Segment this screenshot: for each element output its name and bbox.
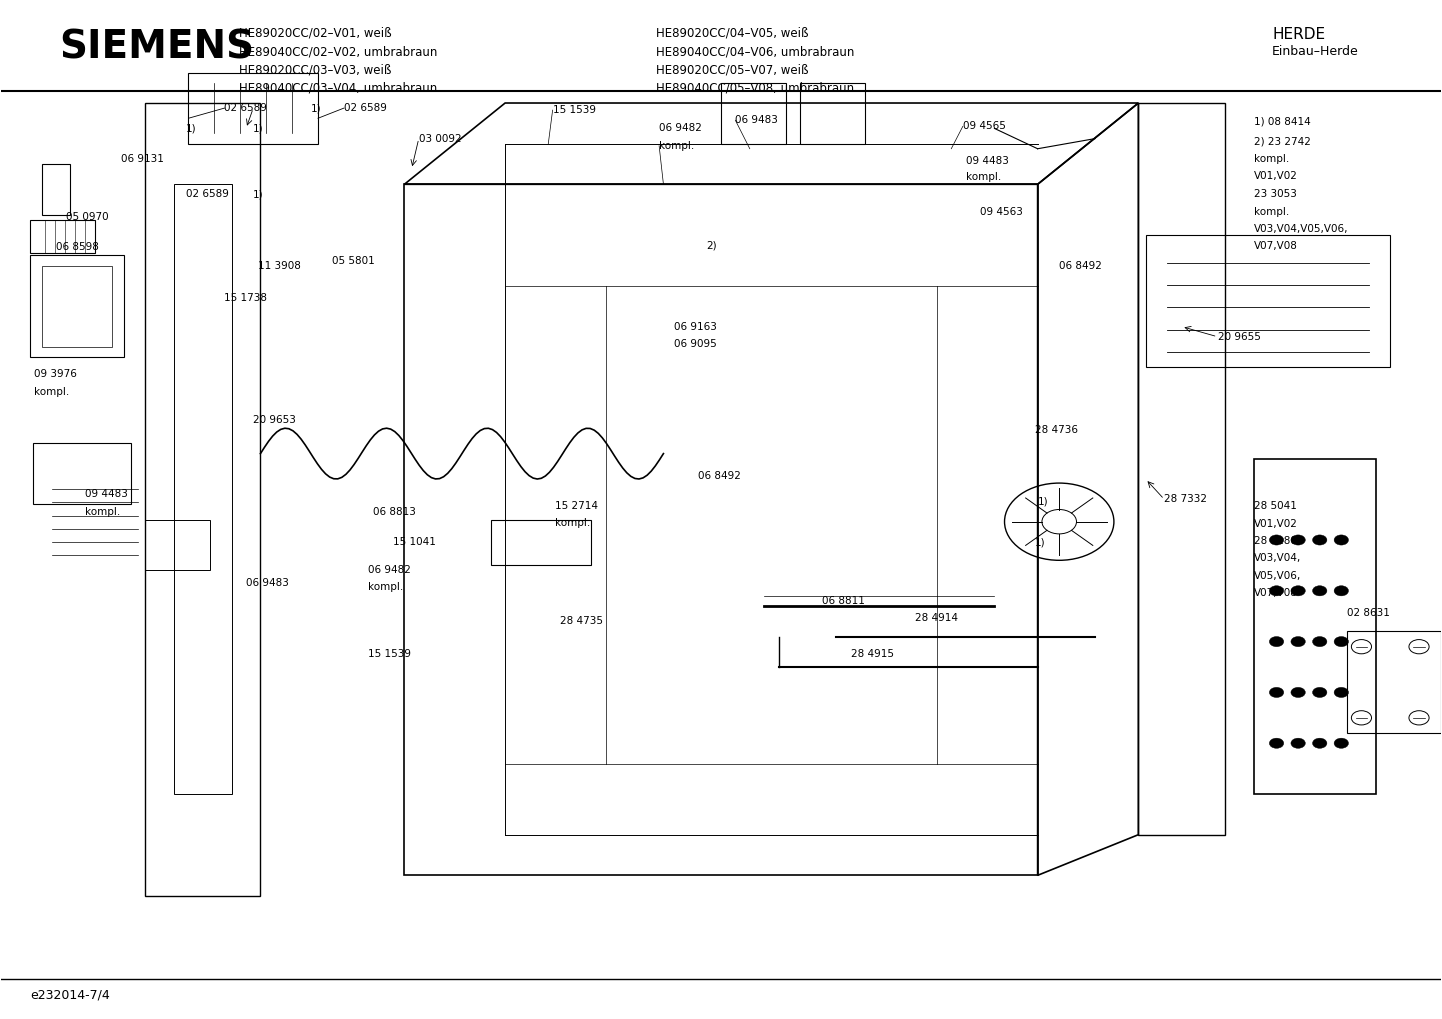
Circle shape (1334, 637, 1348, 647)
Text: 06 8813: 06 8813 (372, 506, 415, 517)
Text: 09 4483: 09 4483 (85, 489, 128, 499)
Text: SIEMENS: SIEMENS (59, 29, 254, 66)
Text: 06 8598: 06 8598 (56, 243, 99, 253)
Text: 03 0092: 03 0092 (418, 133, 461, 144)
Text: HE89040CC/05–V08, umbrabraun: HE89040CC/05–V08, umbrabraun (656, 82, 854, 95)
Text: 28 4736: 28 4736 (1035, 425, 1077, 435)
Text: 06 9482: 06 9482 (659, 123, 702, 133)
Text: Einbau–Herde: Einbau–Herde (1272, 45, 1358, 58)
Text: 02 6589: 02 6589 (345, 103, 386, 113)
Text: 06 8811: 06 8811 (822, 596, 865, 606)
Text: 05 5801: 05 5801 (333, 256, 375, 266)
Text: 06 9163: 06 9163 (673, 322, 717, 331)
Circle shape (1291, 688, 1305, 697)
Circle shape (1334, 586, 1348, 596)
Text: 1): 1) (1035, 537, 1045, 547)
Text: V01,V02: V01,V02 (1253, 519, 1298, 529)
Text: 28 7332: 28 7332 (1164, 494, 1207, 504)
Text: 09 4563: 09 4563 (981, 207, 1022, 217)
Text: 2) 23 2742: 2) 23 2742 (1253, 137, 1311, 147)
Text: 15 2714: 15 2714 (555, 501, 598, 512)
Circle shape (1269, 637, 1283, 647)
Text: kompl.: kompl. (35, 386, 69, 396)
Text: V07,V08: V07,V08 (1253, 242, 1298, 252)
Text: 20 9655: 20 9655 (1217, 332, 1260, 341)
Text: 15 1539: 15 1539 (552, 105, 596, 115)
Text: kompl.: kompl. (85, 506, 120, 517)
Text: 05 0970: 05 0970 (66, 212, 108, 222)
Text: HE89020CC/03–V03, weiß: HE89020CC/03–V03, weiß (239, 63, 391, 76)
Text: 06 9131: 06 9131 (121, 154, 164, 164)
Text: V03,V04,: V03,V04, (1253, 553, 1301, 564)
Text: 1): 1) (254, 123, 264, 133)
Text: 09 4565: 09 4565 (963, 121, 1005, 131)
Text: 28 4914: 28 4914 (916, 613, 959, 624)
Circle shape (1291, 738, 1305, 748)
Text: 09 3976: 09 3976 (35, 370, 78, 379)
Text: kompl.: kompl. (555, 518, 591, 528)
Circle shape (1269, 738, 1283, 748)
Text: 15 1539: 15 1539 (368, 649, 411, 659)
Text: 06 8492: 06 8492 (698, 471, 741, 481)
Text: V07,V08: V07,V08 (1253, 588, 1298, 598)
Text: V05,V06,: V05,V06, (1253, 571, 1301, 581)
Text: kompl.: kompl. (966, 172, 1001, 182)
Text: 15 1738: 15 1738 (225, 293, 267, 303)
Text: 09 4483: 09 4483 (966, 156, 1008, 166)
Text: 06 9482: 06 9482 (368, 566, 411, 576)
Text: HE89040CC/04–V06, umbrabraun: HE89040CC/04–V06, umbrabraun (656, 45, 855, 58)
Text: HERDE: HERDE (1272, 26, 1325, 42)
Text: 02 6589: 02 6589 (225, 103, 267, 113)
Text: V03,V04,V05,V06,: V03,V04,V05,V06, (1253, 224, 1348, 234)
Text: HE89040CC/02–V02, umbrabraun: HE89040CC/02–V02, umbrabraun (239, 45, 437, 58)
Circle shape (1312, 688, 1327, 697)
Text: 1): 1) (1038, 496, 1048, 506)
Text: 1): 1) (186, 123, 196, 133)
Text: kompl.: kompl. (659, 141, 695, 151)
Text: V01,V02: V01,V02 (1253, 171, 1298, 181)
Text: 2): 2) (707, 240, 717, 251)
Text: 1): 1) (254, 190, 264, 200)
Text: 02 6589: 02 6589 (186, 190, 228, 200)
Text: 06 8492: 06 8492 (1060, 261, 1102, 271)
Text: kompl.: kompl. (1253, 207, 1289, 217)
Circle shape (1312, 637, 1327, 647)
Text: HE89040CC/03–V04, umbrabraun: HE89040CC/03–V04, umbrabraun (239, 82, 437, 95)
Circle shape (1291, 637, 1305, 647)
Text: 02 8631: 02 8631 (1347, 608, 1390, 619)
Text: HE89020CC/02–V01, weiß: HE89020CC/02–V01, weiß (239, 26, 391, 40)
Text: 15 1041: 15 1041 (392, 537, 435, 547)
Text: 20 9653: 20 9653 (254, 415, 296, 425)
Text: kompl.: kompl. (368, 582, 404, 592)
Circle shape (1334, 535, 1348, 545)
Text: 28 9180: 28 9180 (1253, 536, 1296, 546)
Circle shape (1269, 586, 1283, 596)
Circle shape (1334, 688, 1348, 697)
Text: 1) 08 8414: 1) 08 8414 (1253, 116, 1311, 126)
Text: 06 9483: 06 9483 (735, 115, 779, 125)
Text: e232014-7/4: e232014-7/4 (30, 988, 110, 1002)
Text: 28 5041: 28 5041 (1253, 501, 1296, 512)
Circle shape (1334, 738, 1348, 748)
Text: HE89020CC/05–V07, weiß: HE89020CC/05–V07, weiß (656, 63, 809, 76)
Circle shape (1291, 586, 1305, 596)
Circle shape (1312, 535, 1327, 545)
Text: 1): 1) (311, 103, 322, 113)
Text: 06 9095: 06 9095 (673, 339, 717, 348)
Text: kompl.: kompl. (1253, 154, 1289, 164)
Circle shape (1291, 535, 1305, 545)
Text: 06 9483: 06 9483 (247, 578, 288, 588)
Circle shape (1269, 688, 1283, 697)
Circle shape (1312, 586, 1327, 596)
Circle shape (1269, 535, 1283, 545)
Text: HE89020CC/04–V05, weiß: HE89020CC/04–V05, weiß (656, 26, 809, 40)
Text: 11 3908: 11 3908 (258, 261, 300, 271)
Text: 28 4915: 28 4915 (851, 649, 894, 659)
Text: 23 3053: 23 3053 (1253, 190, 1296, 200)
Circle shape (1312, 738, 1327, 748)
Text: 28 4735: 28 4735 (559, 616, 603, 627)
